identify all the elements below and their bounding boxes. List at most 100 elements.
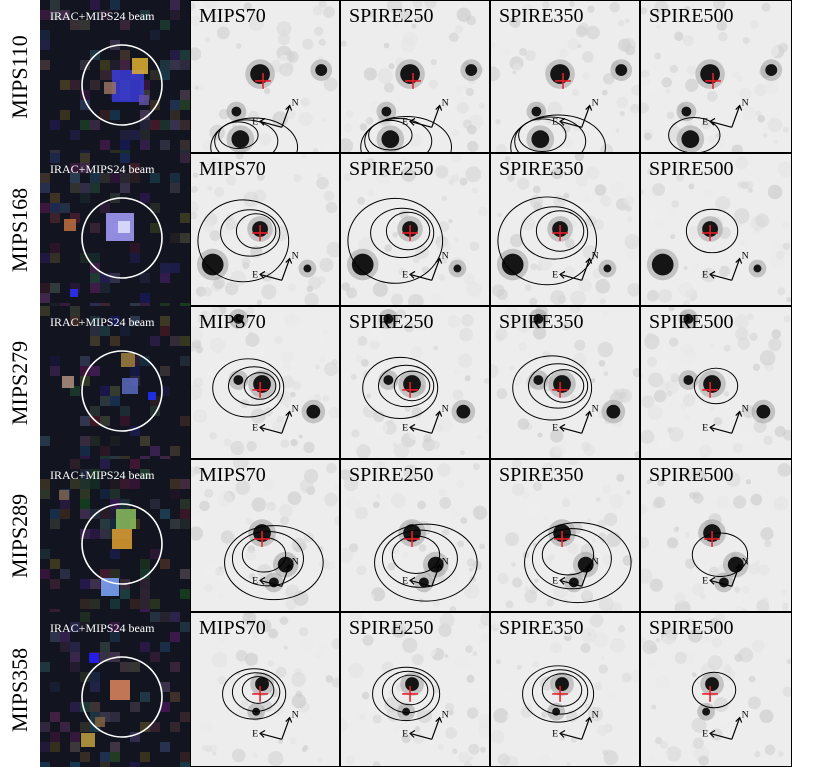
panel-title: SPIRE350: [499, 617, 584, 639]
contour-line: [360, 115, 452, 152]
noise-blob: [280, 439, 290, 449]
noise-blob: [521, 353, 535, 367]
noise-blob: [291, 380, 301, 390]
north-arrow: [281, 258, 291, 281]
noise-blob: [411, 407, 423, 418]
noise-blob: [290, 391, 296, 398]
irac-pixel: [150, 70, 160, 80]
panel-image: NE: [491, 1, 639, 152]
panel-title: SPIRE250: [349, 617, 434, 639]
panel-title: IRAC+MIPS24 beam: [50, 621, 155, 635]
noise-blob: [204, 488, 214, 498]
irac-source: [132, 58, 148, 74]
beam-circle: [81, 197, 163, 279]
beam-circle: [81, 44, 163, 126]
noise-blob: [495, 144, 508, 152]
noise-blob: [412, 162, 423, 174]
noise-blob: [211, 13, 218, 20]
irac-pixel: [140, 120, 150, 130]
panel-image: NE: [191, 154, 339, 305]
noise-blob: [763, 435, 774, 446]
noise-blob: [326, 241, 339, 258]
irac-pixel: [70, 742, 80, 752]
noise-blob: [504, 156, 511, 162]
east-arrow: [709, 426, 732, 434]
noise-blob: [241, 699, 249, 707]
noise-blob: [670, 373, 680, 383]
irac-pixel: [130, 459, 140, 469]
noise-blob: [191, 47, 202, 61]
noise-blob: [359, 713, 366, 721]
noise-blob: [393, 355, 405, 367]
noise-blob: [465, 645, 473, 653]
noise-blob: [384, 697, 400, 713]
noise-blob: [201, 13, 206, 18]
east-arrow: [709, 273, 732, 281]
noise-blob: [666, 537, 679, 549]
east-arrowhead: [559, 270, 566, 279]
irac-pixel: [150, 396, 160, 406]
irac-pixel: [160, 386, 170, 396]
noise-blob: [214, 186, 225, 197]
noise-blob: [279, 616, 289, 625]
noise-blob: [279, 62, 294, 77]
noise-blob: [443, 568, 458, 584]
noise-blob: [319, 559, 330, 570]
irac-pixel: [90, 469, 100, 479]
contour-line: [231, 672, 281, 712]
noise-blob: [506, 691, 514, 699]
noise-blob: [377, 68, 394, 84]
noise-blob: [595, 497, 601, 503]
noise-blob: [400, 157, 408, 165]
irac-pixel: [40, 293, 50, 303]
noise-blob: [256, 172, 265, 181]
irac-pixel: [90, 479, 100, 489]
contour-line: [691, 532, 749, 577]
noise-blob: [757, 564, 770, 577]
noise-blob: [287, 51, 299, 63]
irac-pixel: [120, 150, 130, 153]
north-arrowhead: [435, 716, 443, 723]
noise-blob: [597, 254, 602, 259]
row-label-text: MIPS110: [7, 34, 33, 119]
noise-blob: [736, 75, 744, 82]
source-blob: [531, 106, 542, 117]
noise-blob: [654, 736, 663, 745]
noise-blob: [354, 15, 360, 21]
noise-blob: [701, 267, 716, 283]
noise-blob: [571, 51, 577, 57]
irac-pixel: [100, 642, 110, 652]
irac-pixel: [70, 173, 80, 183]
noise-blob: [495, 328, 508, 341]
noise-blob: [252, 753, 258, 759]
source-blob: [703, 375, 721, 393]
panel-mips279-spire500: N E SPIRE500: [640, 306, 792, 459]
noise-blob: [708, 566, 720, 578]
contour-line: [543, 369, 585, 403]
noise-blob: [455, 25, 464, 34]
noise-blob: [529, 297, 538, 305]
irac-pixel: [170, 0, 180, 10]
noise-blob: [305, 427, 312, 434]
noise-blob: [654, 52, 662, 60]
noise-blob: [268, 750, 284, 766]
east-arrow: [409, 579, 432, 587]
noise-blob: [511, 483, 525, 496]
contour-line: [522, 665, 595, 723]
irac-pixel: [140, 140, 150, 150]
irac-pixel: [140, 80, 150, 90]
irac-pixel: [130, 662, 140, 672]
source-blob: [555, 677, 569, 691]
contour-line: [210, 117, 299, 152]
noise-blob: [298, 434, 303, 439]
panel-mips110-irac: IRAC+MIPS24 beam: [40, 0, 190, 153]
irac-pixel: [160, 742, 170, 752]
source-blob: [383, 375, 394, 385]
noise-blob: [317, 55, 324, 61]
noise-blob: [512, 62, 522, 72]
source-blob: [683, 375, 694, 385]
noise-blob: [780, 589, 787, 596]
noise-blob: [755, 213, 770, 228]
noise-blob: [466, 281, 482, 297]
